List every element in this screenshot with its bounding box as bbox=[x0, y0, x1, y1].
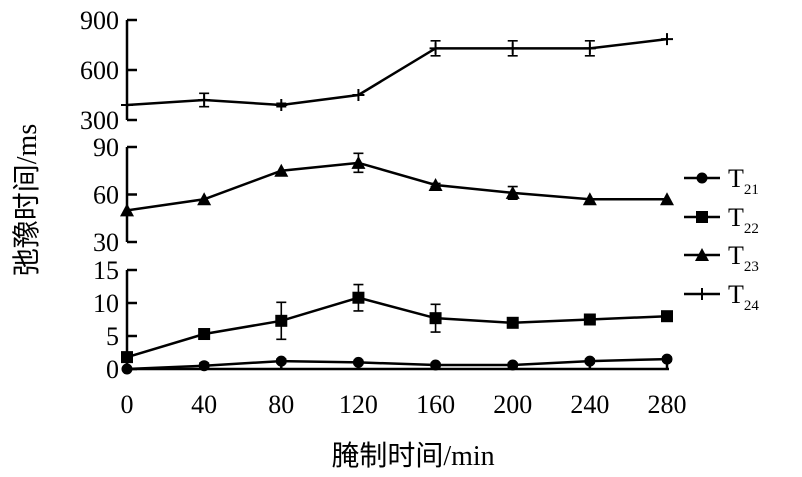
data-point bbox=[275, 99, 288, 111]
data-point bbox=[430, 359, 442, 371]
panel-2: 30 60 90 bbox=[93, 133, 137, 257]
x-tick-label: 280 bbox=[648, 390, 687, 419]
series-line-T22 bbox=[126, 296, 668, 359]
y-axis-label: 弛豫时间/ms bbox=[11, 124, 43, 276]
panel-3: 0 5 10 15 bbox=[93, 256, 137, 384]
data-point bbox=[661, 353, 673, 365]
data-point bbox=[661, 33, 673, 46]
data-point bbox=[584, 355, 596, 367]
series-line-T23 bbox=[126, 161, 667, 212]
legend-item-T23: T23 bbox=[684, 241, 759, 275]
data-point bbox=[121, 363, 133, 375]
plot-area bbox=[120, 33, 674, 375]
y-tick-label: 15 bbox=[93, 256, 119, 285]
y-tick-label: 600 bbox=[80, 56, 119, 85]
data-point bbox=[352, 356, 364, 368]
series-T23 bbox=[120, 152, 674, 217]
y-tick-label: 60 bbox=[93, 181, 119, 210]
y-tick-label: 300 bbox=[80, 106, 119, 135]
data-point bbox=[506, 316, 519, 329]
data-point bbox=[505, 185, 520, 199]
series-line-T24 bbox=[126, 37, 668, 107]
y-tick-label: 30 bbox=[93, 228, 119, 257]
data-point bbox=[428, 178, 443, 191]
data-point bbox=[352, 89, 365, 101]
x-tick-label: 40 bbox=[191, 390, 217, 419]
y-tick-label: 90 bbox=[93, 133, 119, 162]
x-tick-label: 240 bbox=[570, 390, 609, 419]
legend-marker bbox=[696, 211, 708, 223]
data-point bbox=[275, 355, 287, 367]
legend-marker bbox=[696, 172, 708, 184]
data-point bbox=[351, 155, 366, 169]
y-tick-label: 5 bbox=[106, 322, 119, 351]
legend-label: T22 bbox=[728, 203, 759, 237]
x-tick-label: 120 bbox=[339, 390, 378, 419]
legend-item-T22: T22 bbox=[684, 203, 759, 237]
y-tick-label: 900 bbox=[80, 6, 119, 35]
legend: T21 T22 T23 T24 bbox=[684, 164, 759, 314]
data-point bbox=[198, 360, 210, 372]
data-point bbox=[660, 192, 674, 206]
x-axis-label: 腌制时间/min bbox=[331, 440, 494, 472]
series-T22 bbox=[121, 283, 673, 364]
data-point bbox=[198, 94, 211, 106]
y-tick-label: 0 bbox=[106, 355, 119, 384]
legend-item-T21: T21 bbox=[684, 164, 759, 198]
data-point bbox=[506, 42, 519, 55]
series-T24 bbox=[121, 33, 673, 111]
data-point bbox=[274, 163, 289, 177]
data-point bbox=[121, 351, 133, 364]
data-point bbox=[661, 310, 673, 323]
x-tick-label: 0 bbox=[121, 390, 134, 419]
series-T21 bbox=[121, 353, 673, 375]
data-point bbox=[583, 313, 596, 326]
data-point bbox=[198, 328, 211, 341]
panel-1: 300 600 900 bbox=[80, 6, 137, 135]
x-tick-label: 160 bbox=[416, 390, 455, 419]
legend-label: T24 bbox=[728, 280, 759, 314]
y-tick-label: 10 bbox=[93, 289, 119, 318]
data-point bbox=[275, 314, 288, 327]
data-point bbox=[197, 192, 212, 206]
data-point bbox=[429, 312, 442, 325]
legend-marker bbox=[696, 288, 708, 300]
data-point bbox=[429, 42, 442, 55]
series-line-T21 bbox=[126, 357, 668, 371]
data-point bbox=[120, 203, 134, 217]
legend-item-T24: T24 bbox=[684, 280, 759, 314]
data-point bbox=[583, 42, 596, 55]
data-point bbox=[582, 192, 597, 206]
data-point bbox=[352, 291, 365, 304]
x-tick-label: 200 bbox=[493, 390, 532, 419]
data-point bbox=[121, 99, 133, 111]
legend-label: T21 bbox=[728, 164, 759, 198]
legend-marker bbox=[695, 248, 709, 261]
x-tick-label: 80 bbox=[268, 390, 294, 419]
data-point bbox=[507, 359, 519, 371]
legend-label: T23 bbox=[728, 241, 759, 275]
